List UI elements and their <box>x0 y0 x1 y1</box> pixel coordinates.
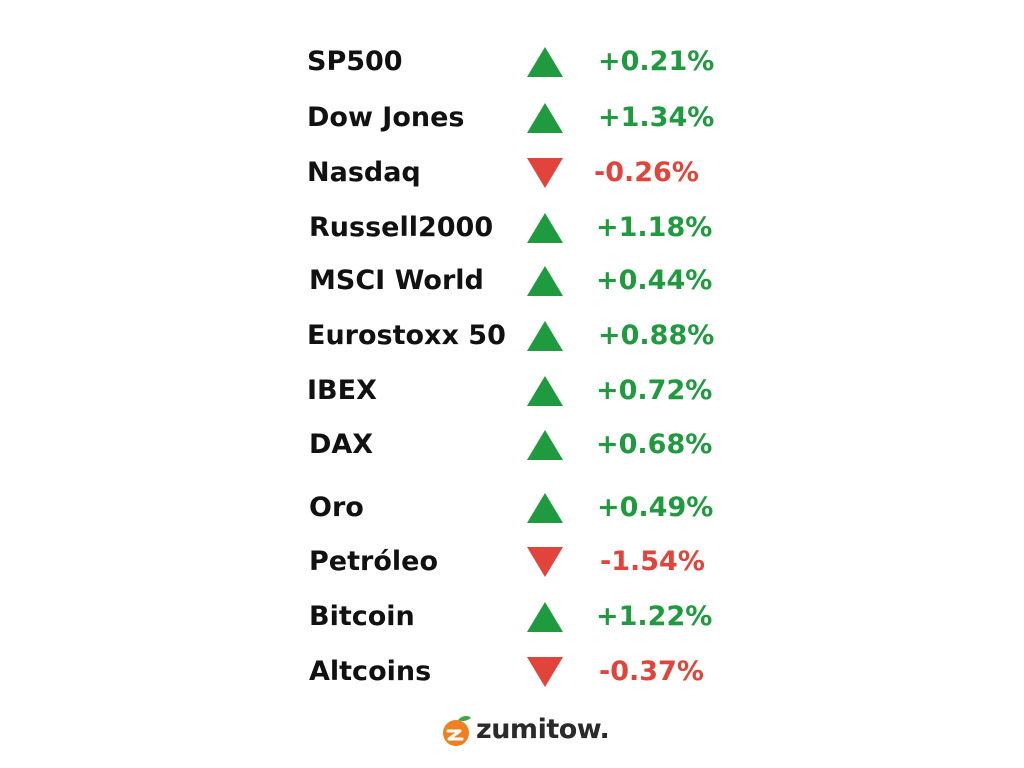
row-russell2000: Russell2000 +1.18% <box>0 208 1024 248</box>
row-petroleo: Petróleo -1.54% <box>0 542 1024 582</box>
index-name: MSCI World <box>309 265 484 296</box>
change-value: +0.21% <box>598 46 715 77</box>
row-sp500: SP500 +0.21% <box>0 42 1024 82</box>
index-name: Russell2000 <box>309 212 494 243</box>
arrow-up-icon <box>527 47 563 77</box>
arrow-up-icon <box>527 266 563 296</box>
row-altcoins: Altcoins -0.37% <box>0 652 1024 692</box>
arrow-up-icon <box>527 321 563 351</box>
index-name: IBEX <box>307 375 377 406</box>
arrow-up-icon <box>527 493 563 523</box>
index-name: Petróleo <box>309 546 438 577</box>
index-name: Eurostoxx 50 <box>307 320 506 351</box>
change-value: +1.22% <box>596 601 713 632</box>
row-dow-jones: Dow Jones +1.34% <box>0 98 1024 138</box>
arrow-up-icon <box>527 103 563 133</box>
index-name: SP500 <box>307 46 403 77</box>
row-oro: Oro +0.49% <box>0 488 1024 528</box>
arrow-down-icon <box>527 547 563 577</box>
zumitow-logo: zumitow. <box>440 712 610 752</box>
arrow-up-icon <box>527 376 563 406</box>
index-name: Oro <box>309 492 364 523</box>
arrow-down-icon <box>527 158 563 188</box>
orange-fruit-icon <box>443 715 471 746</box>
index-name: DAX <box>309 429 374 460</box>
row-bitcoin: Bitcoin +1.22% <box>0 597 1024 637</box>
change-value: -1.54% <box>600 546 705 577</box>
change-value: +0.68% <box>596 429 713 460</box>
index-name: Bitcoin <box>309 601 415 632</box>
change-value: -0.26% <box>594 157 699 188</box>
row-msci-world: MSCI World +0.44% <box>0 261 1024 301</box>
change-value: +1.34% <box>598 102 715 133</box>
index-name: Altcoins <box>309 656 432 687</box>
row-eurostoxx-50: Eurostoxx 50 +0.88% <box>0 316 1024 356</box>
row-nasdaq: Nasdaq -0.26% <box>0 153 1024 193</box>
change-value: +0.49% <box>597 492 714 523</box>
change-value: +0.88% <box>598 320 715 351</box>
arrow-up-icon <box>527 430 563 460</box>
logo-wordmark: zumitow. <box>476 714 610 745</box>
index-name: Dow Jones <box>307 102 465 133</box>
arrow-up-icon <box>527 602 563 632</box>
change-value: -0.37% <box>599 656 704 687</box>
arrow-down-icon <box>527 657 563 687</box>
change-value: +1.18% <box>596 212 713 243</box>
change-value: +0.72% <box>596 375 713 406</box>
index-name: Nasdaq <box>307 157 421 188</box>
row-ibex: IBEX +0.72% <box>0 371 1024 411</box>
change-value: +0.44% <box>596 265 713 296</box>
row-dax: DAX +0.68% <box>0 425 1024 465</box>
arrow-up-icon <box>527 213 563 243</box>
